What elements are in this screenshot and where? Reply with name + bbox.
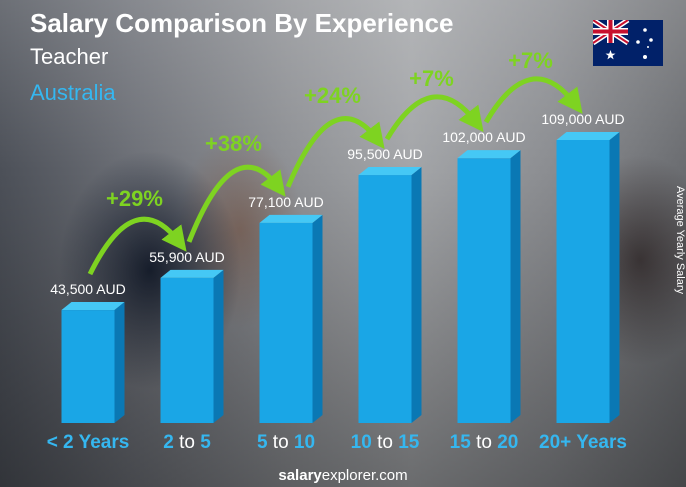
bar-2 bbox=[160, 277, 214, 423]
footer-brand: salaryexplorer.com bbox=[0, 467, 686, 484]
bar-side-2 bbox=[213, 269, 224, 423]
country-name: Australia bbox=[30, 80, 116, 105]
value-label-3: 77,100 AUD bbox=[248, 194, 324, 210]
australia-flag-icon bbox=[593, 20, 663, 66]
category-label-2: 2 to 5 bbox=[163, 432, 211, 453]
bar-side-1 bbox=[114, 302, 125, 423]
category-label-1: < 2 Years bbox=[46, 432, 130, 453]
bar-3 bbox=[259, 222, 313, 423]
bar-top-6 bbox=[556, 132, 620, 140]
category-label-6: 20+ Years bbox=[539, 432, 627, 453]
bar-1 bbox=[61, 310, 115, 423]
y-axis-label: Average Yearly Salary bbox=[674, 185, 686, 295]
increase-label-1: +29% bbox=[106, 186, 163, 211]
increase-arrow-2 bbox=[186, 164, 286, 243]
chart-title: Salary Comparison By Experience bbox=[30, 8, 454, 38]
increase-label-3: +24% bbox=[304, 83, 361, 108]
increase-label-5: +7% bbox=[508, 48, 553, 73]
bar-4 bbox=[358, 175, 412, 423]
bar-side-4 bbox=[411, 167, 422, 423]
increase-label-4: +7% bbox=[409, 66, 454, 91]
increase-arrow-1 bbox=[87, 216, 187, 276]
bar-top-3 bbox=[259, 214, 323, 223]
bar-5 bbox=[457, 158, 511, 423]
increase-arrow-5 bbox=[483, 76, 583, 124]
bar-top-2 bbox=[160, 269, 224, 278]
bar-side-3 bbox=[312, 214, 323, 423]
bar-top-4 bbox=[358, 167, 422, 176]
increase-arrow-3 bbox=[285, 116, 385, 188]
bar-side-6 bbox=[609, 132, 620, 423]
category-label-5: 15 to 20 bbox=[449, 432, 519, 453]
brand-rest: explorer.com bbox=[321, 467, 408, 484]
value-label-1: 43,500 AUD bbox=[50, 281, 126, 297]
bar-top-1 bbox=[61, 302, 125, 311]
bar-side-5 bbox=[510, 150, 521, 423]
increase-arrow-4 bbox=[384, 94, 484, 141]
brand-bold: salary bbox=[278, 467, 322, 484]
category-label-3: 5 to 10 bbox=[256, 432, 316, 453]
value-label-4: 95,500 AUD bbox=[347, 146, 423, 162]
category-label-4: 10 to 15 bbox=[350, 432, 420, 453]
value-label-6: 109,000 AUD bbox=[541, 111, 624, 127]
value-label-5: 102,000 AUD bbox=[442, 129, 525, 145]
value-label-2: 55,900 AUD bbox=[149, 249, 225, 265]
increase-label-2: +38% bbox=[205, 131, 262, 156]
job-title: Teacher bbox=[30, 44, 109, 69]
bar-top-5 bbox=[457, 150, 521, 159]
bar-6 bbox=[556, 140, 610, 423]
